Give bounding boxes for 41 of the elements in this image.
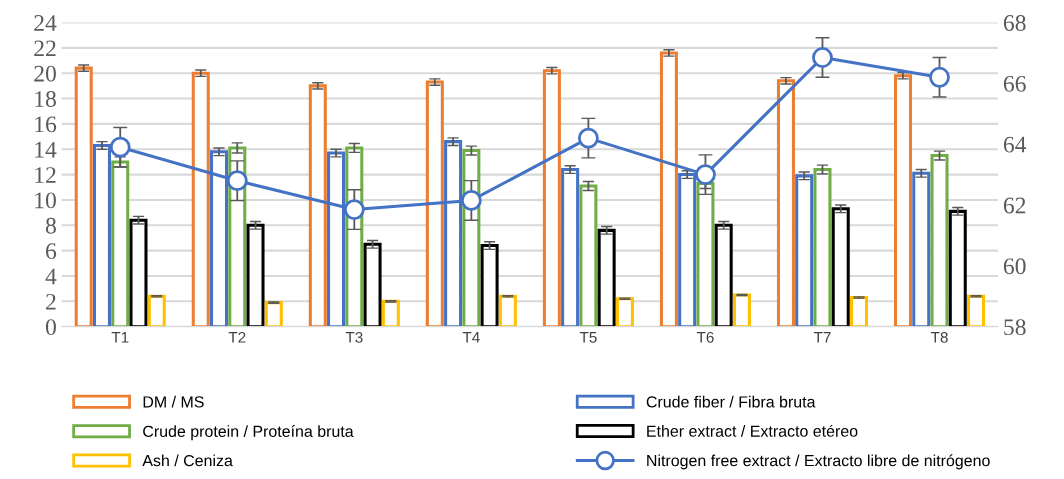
y2-tick-label: 60 [1003, 258, 1026, 275]
x-tick-label: T4 [462, 332, 480, 343]
point [812, 47, 833, 68]
point [460, 190, 482, 211]
y2-tick-label: 62 [1003, 197, 1026, 214]
y2-tick-label: 64 [1003, 136, 1027, 153]
x-tick-label: T2 [228, 331, 246, 343]
y-tick-label: 22 [34, 40, 56, 57]
y-tick-label: 16 [35, 116, 57, 133]
y-tick-label: 0 [45, 319, 56, 336]
legend-label: Ash / Ceniza [142, 454, 233, 467]
legend-label: Crude protein / Proteína bruta [143, 425, 354, 441]
x-tick-label: T7 [813, 332, 831, 343]
x-tick-label: T5 [579, 332, 597, 343]
y-tick-label: 12 [35, 167, 56, 183]
legend-label: Ether extract / Extracto etéreo [647, 424, 858, 437]
y-tick-label: 18 [35, 91, 56, 107]
point [343, 199, 365, 220]
point [226, 170, 248, 192]
legend-label: Nitrogen free extract / Extracto libre de nitrógeno [647, 454, 990, 470]
x-tick-label: T6 [696, 331, 714, 343]
y-tick-label: 4 [45, 268, 57, 285]
x-tick-label: T1 [111, 332, 129, 343]
point [695, 164, 716, 186]
y2-tick-label: 66 [1003, 75, 1026, 92]
y-tick-label: 20 [34, 65, 56, 82]
y-tick-label: 6 [46, 243, 57, 260]
point [109, 136, 131, 158]
y-tick-label: 2 [46, 293, 56, 310]
legend-label: Crude fiber / Fibra bruta [646, 395, 816, 408]
legend-label: DM / MS [143, 395, 204, 408]
x-tick-label: T8 [930, 331, 948, 343]
y-tick-label: 14 [35, 141, 57, 158]
y2-tick-label: 68 [1003, 15, 1026, 31]
y-tick-label: 24 [34, 15, 57, 31]
y2-tick-label: 58 [1004, 319, 1026, 336]
point [929, 66, 950, 88]
y-tick-label: 10 [35, 192, 56, 209]
y-tick-label: 8 [45, 217, 56, 234]
x-tick-label: T3 [345, 331, 363, 343]
point [577, 127, 599, 149]
